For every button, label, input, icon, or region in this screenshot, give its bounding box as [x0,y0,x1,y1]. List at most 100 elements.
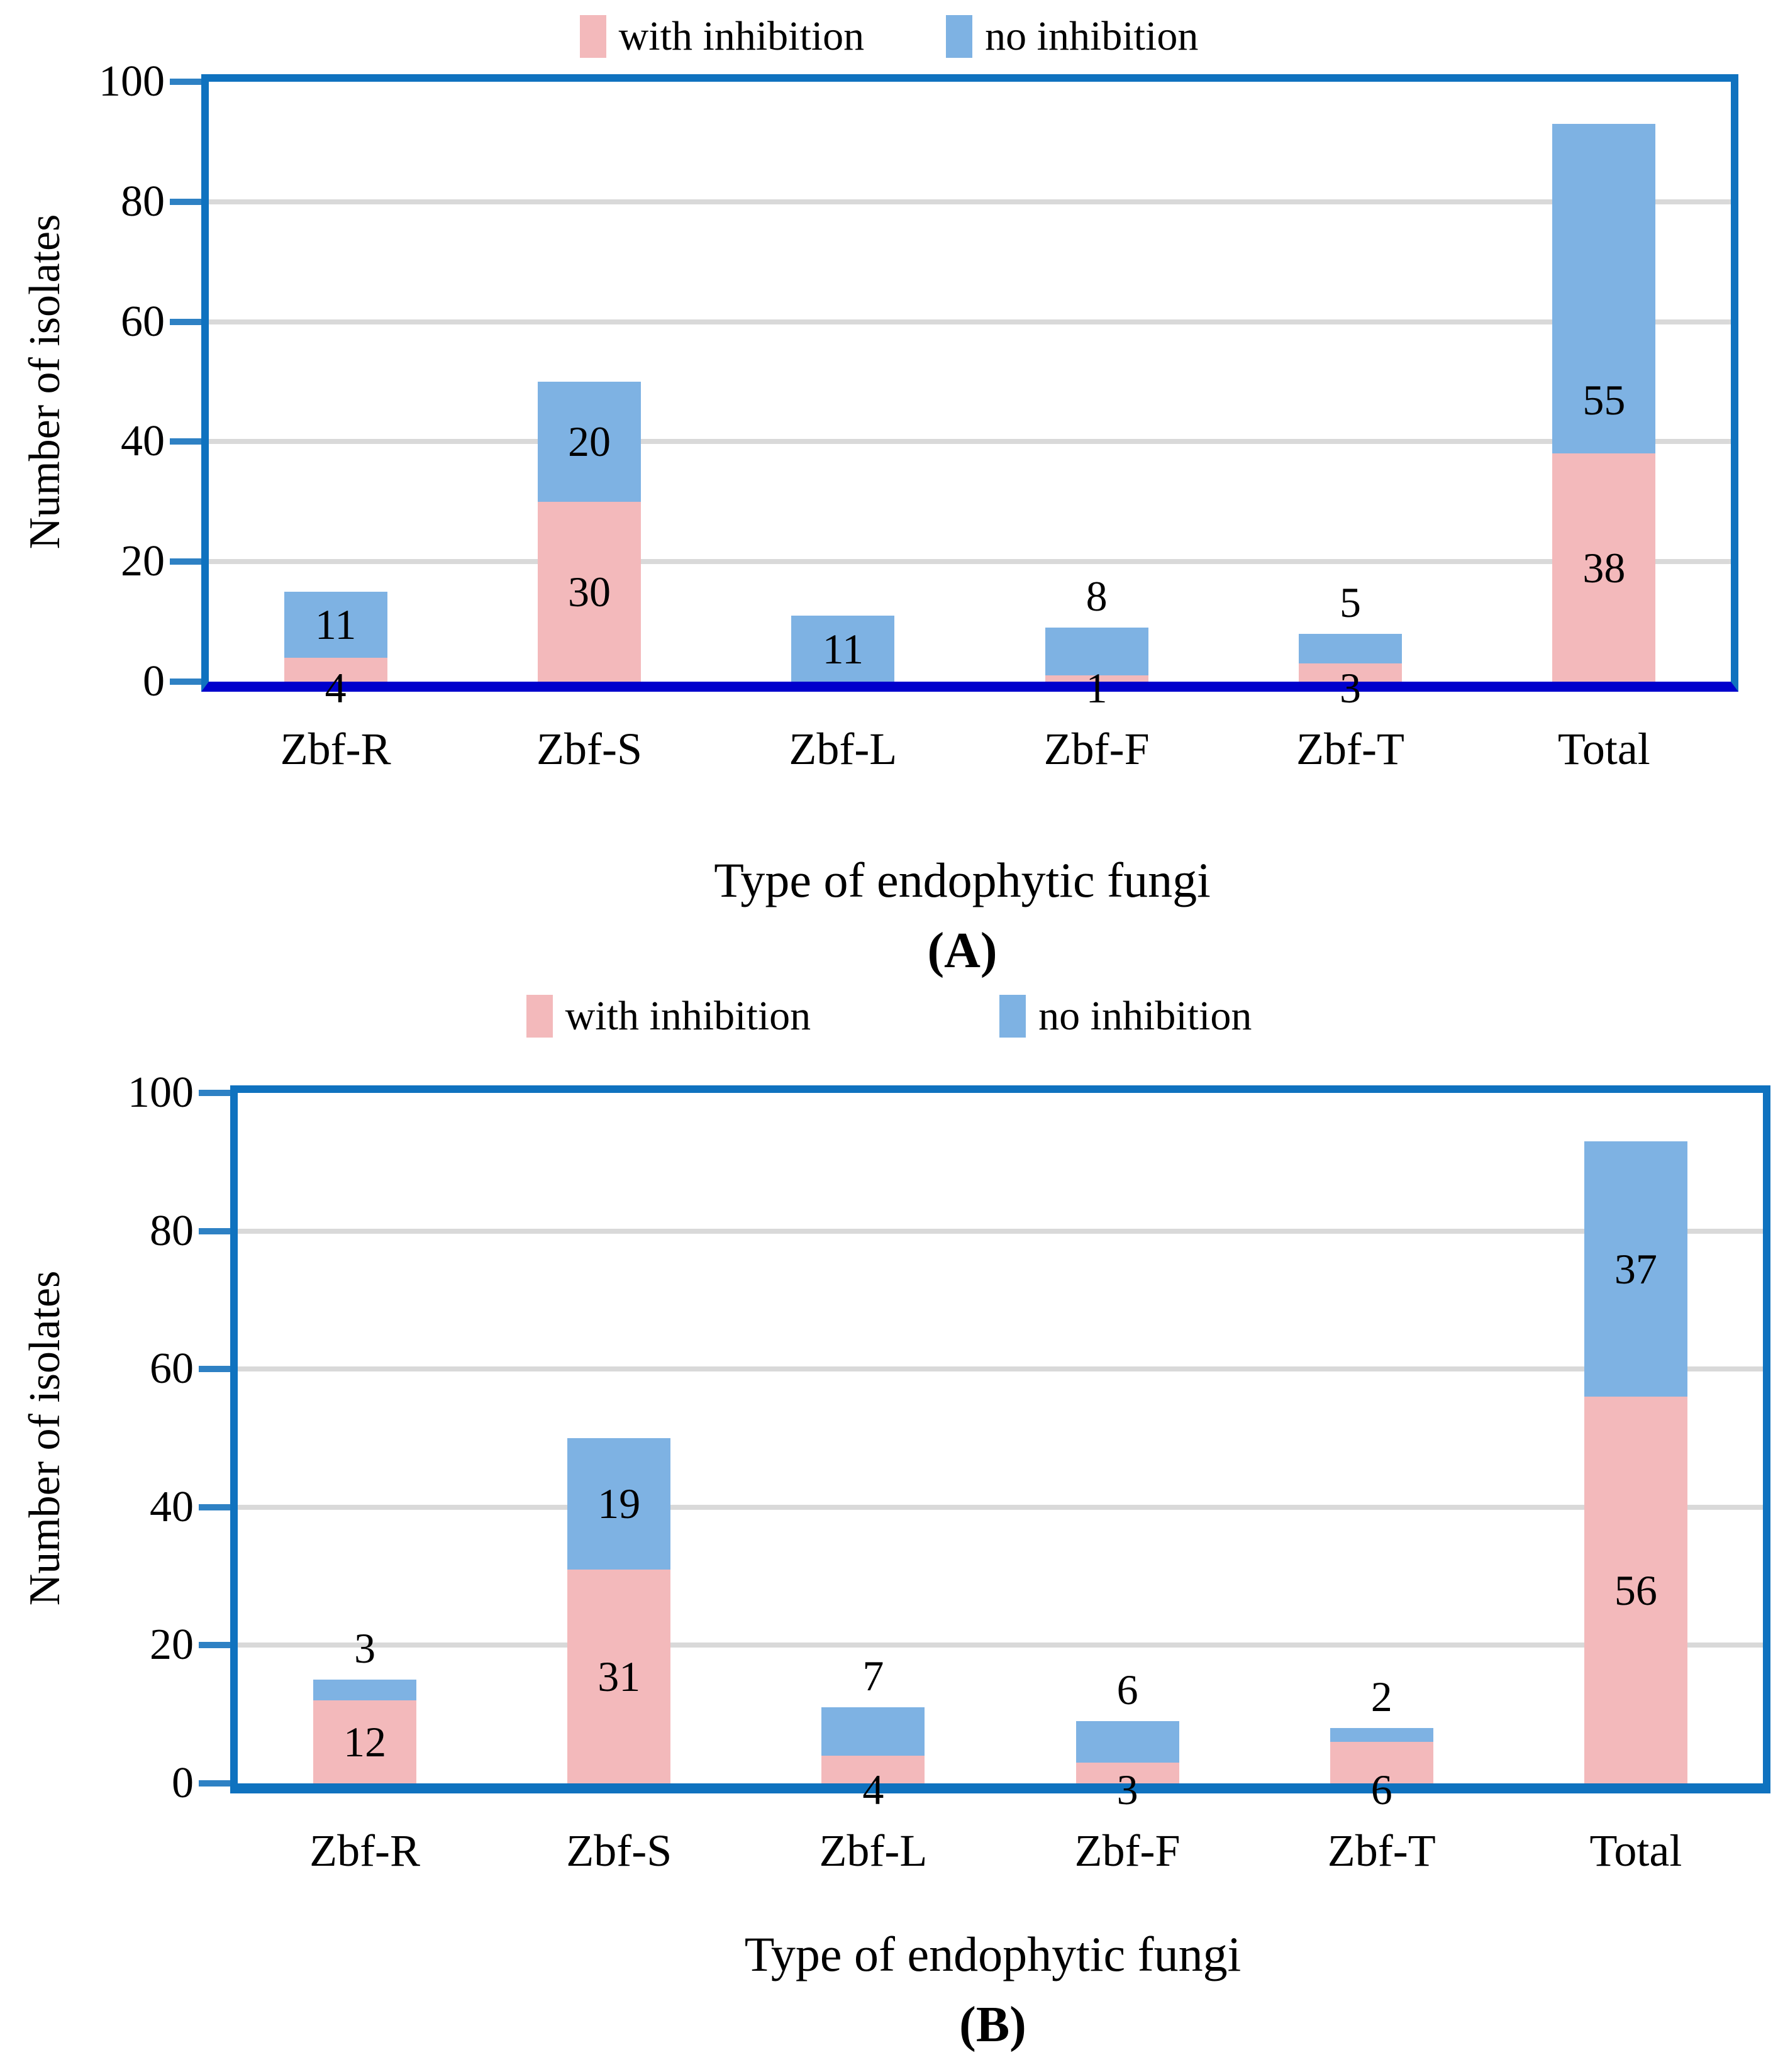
bar-segment-with-inhibition [1584,1397,1687,1783]
bar-value-label: 4 [325,664,347,712]
bar-segment-no-inhibition [284,591,387,658]
bar-value-label: 5 [1340,578,1361,626]
legend-chart-a: with inhibition no inhibition [0,8,1778,65]
y-axis-tick [199,1227,230,1234]
category-label-total: Total [1589,1825,1682,1876]
bar-segment-with-inhibition [1075,1763,1179,1783]
legend-label: no inhibition [1038,993,1252,1039]
y-axis-tick [199,1090,230,1096]
gridline [209,439,1731,445]
with-inhibition-swatch-icon [579,15,606,58]
no-inhibition-swatch-icon [999,995,1026,1038]
bar-value-label: 37 [1614,1244,1657,1293]
bar-segment-with-inhibition [1552,453,1656,682]
bar-segment-no-inhibition [1075,1721,1179,1763]
category-label-zbf-s: Zbf-S [536,724,642,774]
bar-segment-no-inhibition [1584,1141,1687,1397]
y-tick-label: 0 [172,1759,194,1807]
bar-value-label: 1 [1086,664,1108,712]
y-axis-tick [170,558,201,565]
plot-area-chart-b: 0 20 40 60 80 100 12 3 Zbf-R 31 19 Zbf-S 4 7 Zbf-L 3 6 Zb… [128,1068,1770,1876]
bar-segment-no-inhibition [1552,123,1656,454]
x-axis-title-chart-b: Type of endophytic fungi [744,1927,1242,1981]
category-label-zbf-l: Zbf-L [789,724,897,774]
y-tick-label: 40 [121,417,165,466]
legend-chart-b: with inhibition no inhibition [0,987,1778,1045]
y-tick-label: 80 [121,177,165,226]
bar-value-label: 19 [597,1480,641,1528]
legend-item-with-inhibition: with inhibition [526,995,811,1038]
bar-segment-no-inhibition [1330,1728,1433,1742]
y-axis-tick [170,318,201,325]
category-label-zbf-l: Zbf-L [819,1825,928,1876]
y-axis-title-chart-b: Number of isolates [21,1270,69,1606]
bar-value-label: 3 [1116,1766,1138,1814]
bar-value-label: 20 [568,418,611,466]
legend-item-no-inhibition: no inhibition [946,15,1198,58]
y-tick-label: 60 [121,297,165,346]
panel-label-a: (A) [927,923,997,978]
bar-segment-with-inhibition [1045,675,1148,682]
bar-value-label: 6 [1370,1766,1392,1814]
y-tick-label: 20 [121,537,165,586]
bar-value-label: 56 [1614,1566,1657,1614]
category-label-zbf-f: Zbf-F [1074,1825,1181,1876]
y-tick-label: 40 [150,1482,194,1531]
bar-segment-no-inhibition [567,1438,671,1570]
bar-segment-no-inhibition [1299,633,1402,664]
panel-label-b: (B) [959,1997,1026,2053]
bar-segment-no-inhibition [1045,628,1148,676]
bar-segment-no-inhibition [821,1707,925,1756]
category-label-total: Total [1557,724,1650,774]
bar-value-label: 4 [862,1766,884,1814]
bar-segment-with-inhibition [567,1569,671,1783]
y-axis-tick [170,679,201,685]
bar-value-label: 11 [314,601,357,649]
bar-segment-no-inhibition [313,1680,417,1701]
bar-segment-with-inhibition [284,657,387,682]
legend-item-no-inhibition: no inhibition [999,995,1252,1038]
bar-value-label: 3 [1340,664,1361,712]
y-tick-label: 60 [150,1344,194,1393]
with-inhibition-swatch-icon [526,995,553,1038]
bar-value-label: 31 [597,1652,641,1700]
bar-value-label: 6 [1116,1666,1138,1714]
y-axis-tick [170,198,201,205]
gridline [209,319,1731,324]
bar-segment-with-inhibition [313,1700,417,1783]
category-label-zbf-r: Zbf-R [309,1825,421,1876]
x-axis-title-chart-a: Type of endophytic fungi [714,853,1211,907]
category-label-zbf-f: Zbf-F [1043,724,1150,774]
bar-value-label: 30 [568,567,611,616]
gridline [238,1504,1763,1510]
bar-segment-with-inhibition [538,501,641,682]
category-label-zbf-r: Zbf-R [280,724,391,774]
bar-value-label: 8 [1086,572,1108,621]
category-label-zbf-s: Zbf-S [566,1825,672,1876]
legend-label: with inhibition [618,13,865,59]
y-axis-tick [199,1642,230,1649]
bar-value-label: 3 [354,1624,376,1673]
bar-segment-with-inhibition [1330,1742,1433,1783]
y-tick-label: 80 [150,1206,194,1255]
bar-value-label: 55 [1582,376,1626,424]
y-tick-label: 0 [143,657,165,706]
y-axis-tick [170,79,201,85]
category-label-zbf-t: Zbf-T [1296,724,1404,774]
gridline [238,1643,1763,1648]
y-tick-label: 20 [150,1620,194,1670]
plot-area-chart-a: 0 20 40 60 80 100 4 11 Zbf-R 30 20 Zbf-S 11 Zbf-L 1 8 Zb… [99,57,1738,774]
no-inhibition-swatch-icon [946,15,973,58]
category-label-zbf-t: Zbf-T [1327,1825,1436,1876]
bar-value-label: 12 [343,1718,387,1766]
gridline [238,1228,1763,1234]
gridline [209,559,1731,565]
gridline [209,199,1731,204]
y-axis-tick [170,438,201,445]
y-axis-tick [199,1366,230,1373]
bar-segment-no-inhibition [538,382,641,502]
y-axis-tick [199,1780,230,1787]
y-axis-tick [199,1504,230,1510]
bar-value-label: 38 [1582,543,1626,592]
bar-value-label: 7 [862,1652,884,1700]
